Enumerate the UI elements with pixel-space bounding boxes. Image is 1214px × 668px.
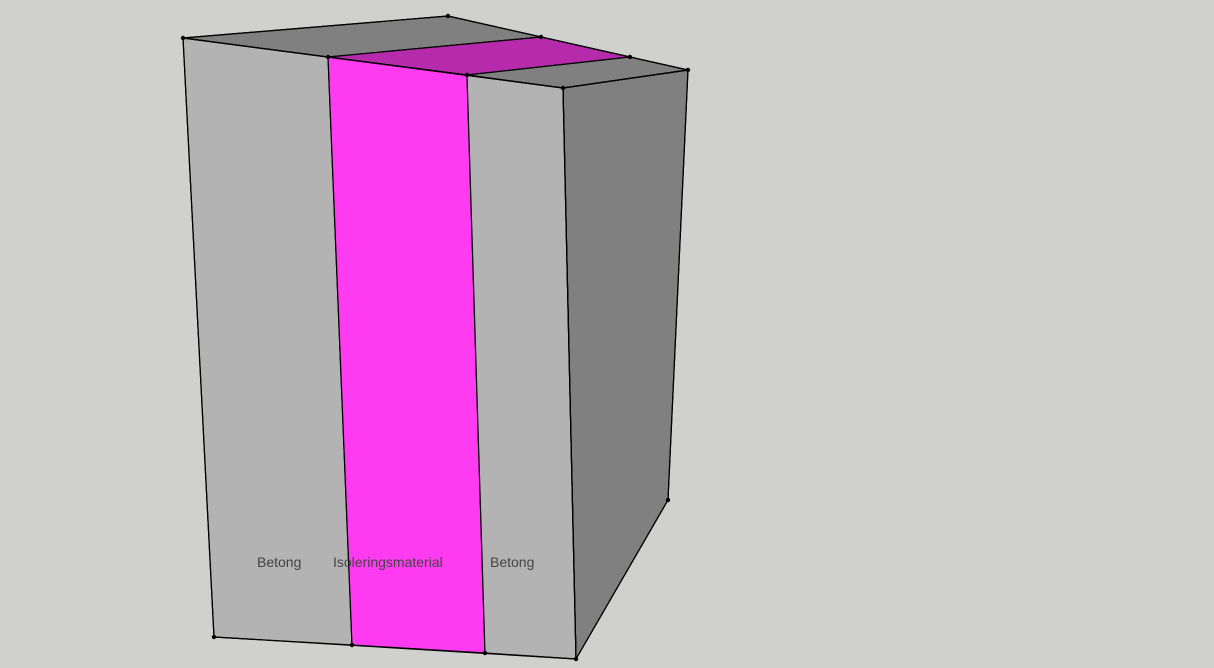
vertex-point — [666, 498, 670, 502]
vertex-point — [686, 68, 690, 72]
vertex-point — [561, 86, 565, 90]
front-face-concrete-right — [467, 75, 576, 659]
vertex-point — [212, 635, 216, 639]
label-concrete-right: Betong — [490, 554, 534, 570]
vertex-point — [350, 643, 354, 647]
vertex-point — [574, 657, 578, 661]
vertex-point — [483, 651, 487, 655]
vertex-point — [628, 55, 632, 59]
vertex-point — [446, 14, 450, 18]
vertex-point — [539, 35, 543, 39]
label-concrete-left: Betong — [257, 554, 301, 570]
vertex-point — [181, 36, 185, 40]
vertex-point — [326, 55, 330, 59]
label-insulation: Isoleringsmaterial — [333, 554, 443, 570]
vertex-point — [465, 73, 469, 77]
